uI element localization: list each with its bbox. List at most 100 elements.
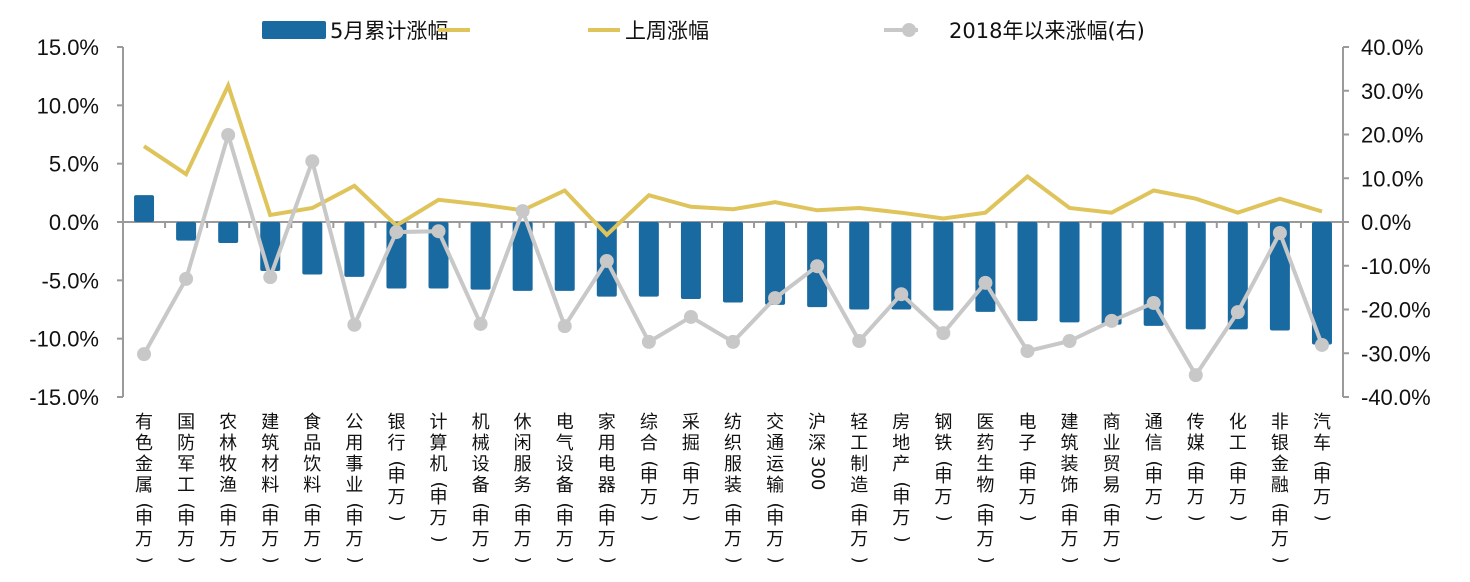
category-label-text: )	[975, 556, 996, 563]
category-label-text: 织	[724, 433, 742, 454]
category-label-text: 沪	[808, 412, 826, 433]
category-label-text: 万	[976, 529, 994, 550]
category-label-text: 服	[514, 454, 532, 475]
category-label-text: 万	[934, 487, 952, 508]
category-label: 化工 (申万)	[1228, 412, 1249, 522]
category-label-text: 器	[598, 475, 616, 496]
category-label-text: )	[471, 556, 492, 563]
category-label-text: 纺	[724, 412, 742, 433]
category-label-text: 申	[1018, 466, 1036, 487]
category-label-text: 输	[766, 475, 784, 496]
category-label-text: 申	[514, 508, 532, 529]
category-label-text: 农	[219, 412, 237, 433]
category-label-text: (	[1228, 460, 1249, 467]
category-label-text: (	[849, 502, 870, 509]
category-label-text: 申	[387, 466, 405, 487]
category-label-text: )	[1270, 556, 1291, 563]
bar-may-cumulative	[302, 222, 323, 275]
category-label-text: 万	[472, 529, 490, 550]
category-label-text: 贸	[1103, 454, 1121, 475]
ytd-marker	[431, 224, 446, 239]
bar-may-cumulative	[134, 195, 155, 222]
bar-may-cumulative	[638, 222, 659, 297]
category-label-text: 万	[640, 487, 658, 508]
category-label-text: 电	[1018, 412, 1036, 433]
category-label-text: 采	[682, 412, 700, 433]
left-axis-tick-label: -5.0%	[42, 268, 99, 293]
category-label-text: )	[260, 556, 281, 563]
bar-may-cumulative	[891, 222, 912, 310]
ytd-marker	[473, 316, 488, 331]
right-axis-tick-label: 0.0%	[1361, 210, 1411, 235]
bar-may-cumulative	[723, 222, 743, 303]
category-label-text: 通	[766, 433, 784, 454]
bar-may-cumulative	[933, 222, 954, 311]
category-label-text: 装	[1061, 454, 1079, 475]
category-label-text: (	[386, 460, 407, 467]
category-label-text: (	[1186, 460, 1207, 467]
category-label-text: 申	[135, 508, 153, 529]
category-label-text: )	[849, 556, 870, 563]
category-label-text: 工	[1229, 433, 1247, 454]
right-axis-tick-label: -10.0%	[1361, 254, 1431, 279]
category-label-text: (	[260, 502, 281, 509]
category-label-text: 林	[219, 433, 237, 454]
category-label-text: 非	[1271, 412, 1289, 433]
category-label-text: 产	[892, 454, 910, 475]
category-label-text: 工	[850, 433, 868, 454]
category-label-text: 万	[892, 508, 910, 529]
category-label-text: 万	[261, 529, 279, 550]
category-label-text: (	[1060, 502, 1081, 509]
category-label-text: 防	[177, 433, 195, 454]
bar-may-cumulative	[554, 222, 575, 291]
category-label-text: 事	[345, 454, 363, 475]
category-label-text: 万	[598, 529, 616, 550]
category-label-text: 服	[724, 454, 742, 475]
category-label-text: (	[1017, 460, 1038, 467]
category-label-text: 万	[135, 529, 153, 550]
category-label-text: 计	[430, 412, 448, 433]
category-label-text: 万	[766, 529, 784, 550]
category-label-text: (	[723, 502, 744, 509]
ytd-marker	[1146, 295, 1161, 310]
legend-ytd-marker	[902, 23, 916, 37]
category-label-text: )	[218, 556, 239, 563]
bars	[134, 195, 1332, 345]
category-label-text: )	[344, 556, 365, 563]
category-label-text: 务	[514, 475, 532, 496]
ytd-marker	[389, 225, 404, 240]
category-label-text: 装	[724, 475, 742, 496]
legend-ytd-label: 2018年以来涨幅(右)	[949, 19, 1145, 43]
category-label-text: 万	[1187, 487, 1205, 508]
bar-may-cumulative	[176, 222, 197, 241]
category-label-text: 申	[1313, 466, 1331, 487]
category-label-text: )	[1102, 556, 1123, 563]
category-label-text: 机	[430, 454, 448, 475]
category-label-text: 融	[1271, 475, 1289, 496]
category-label-text: (	[975, 502, 996, 509]
category-label-text: 申	[261, 508, 279, 529]
category-label-text: 用	[345, 433, 363, 454]
category-label-text: 万	[177, 529, 195, 550]
category-label-text: 用	[598, 433, 616, 454]
bar-may-cumulative	[1185, 222, 1206, 330]
category-labels: 有色金属(申万)国防军工(申万)农林牧渔(申万)建筑材料(申万)食品饮料(申万)…	[134, 412, 1333, 564]
category-label-text: 公	[345, 412, 363, 433]
category-label-text: 申	[1061, 508, 1079, 529]
category-label-text: 业	[1103, 433, 1121, 454]
category-label-text: 申	[472, 508, 490, 529]
category-label-text: (	[597, 502, 618, 509]
left-axis-tick-label: 10.0%	[37, 93, 99, 118]
ytd-marker	[221, 127, 236, 142]
ytd-marker	[599, 253, 614, 268]
bar-may-cumulative	[1101, 222, 1122, 325]
category-label-text: 设	[472, 454, 490, 475]
category-label-text: (	[176, 502, 197, 509]
category-label-text: 设	[556, 454, 574, 475]
ytd-marker	[137, 347, 152, 362]
